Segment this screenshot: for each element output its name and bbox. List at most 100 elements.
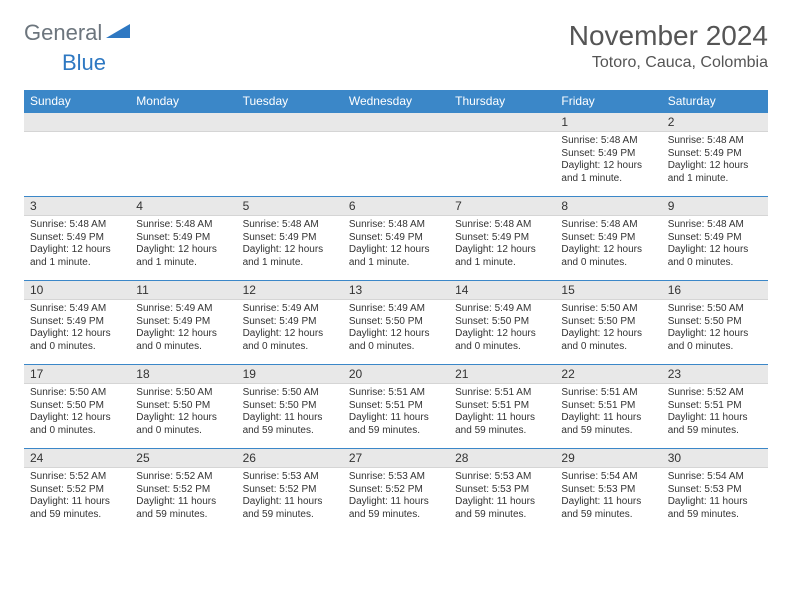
calendar-cell <box>24 113 130 197</box>
day-number: 3 <box>24 197 130 216</box>
calendar-cell: 22Sunrise: 5:51 AMSunset: 5:51 PMDayligh… <box>555 365 661 449</box>
day-header: Wednesday <box>343 90 449 113</box>
calendar-cell: 8Sunrise: 5:48 AMSunset: 5:49 PMDaylight… <box>555 197 661 281</box>
logo: General <box>24 20 132 46</box>
calendar-cell <box>343 113 449 197</box>
day-number: 27 <box>343 449 449 468</box>
day-details: Sunrise: 5:52 AMSunset: 5:51 PMDaylight:… <box>662 384 768 441</box>
calendar-week: 1Sunrise: 5:48 AMSunset: 5:49 PMDaylight… <box>24 113 768 197</box>
day-details: Sunrise: 5:48 AMSunset: 5:49 PMDaylight:… <box>449 216 555 273</box>
day-number: 7 <box>449 197 555 216</box>
calendar-cell: 5Sunrise: 5:48 AMSunset: 5:49 PMDaylight… <box>237 197 343 281</box>
day-details: Sunrise: 5:51 AMSunset: 5:51 PMDaylight:… <box>449 384 555 441</box>
day-details: Sunrise: 5:48 AMSunset: 5:49 PMDaylight:… <box>343 216 449 273</box>
calendar-cell: 20Sunrise: 5:51 AMSunset: 5:51 PMDayligh… <box>343 365 449 449</box>
day-details: Sunrise: 5:52 AMSunset: 5:52 PMDaylight:… <box>24 468 130 525</box>
day-number: 29 <box>555 449 661 468</box>
day-header: Friday <box>555 90 661 113</box>
day-header: Monday <box>130 90 236 113</box>
day-details: Sunrise: 5:53 AMSunset: 5:52 PMDaylight:… <box>343 468 449 525</box>
calendar-cell: 19Sunrise: 5:50 AMSunset: 5:50 PMDayligh… <box>237 365 343 449</box>
empty-day <box>24 113 130 132</box>
day-number: 28 <box>449 449 555 468</box>
day-details: Sunrise: 5:50 AMSunset: 5:50 PMDaylight:… <box>237 384 343 441</box>
calendar-cell: 23Sunrise: 5:52 AMSunset: 5:51 PMDayligh… <box>662 365 768 449</box>
day-details: Sunrise: 5:49 AMSunset: 5:49 PMDaylight:… <box>237 300 343 357</box>
empty-day <box>237 113 343 132</box>
calendar-cell: 12Sunrise: 5:49 AMSunset: 5:49 PMDayligh… <box>237 281 343 365</box>
calendar-cell: 17Sunrise: 5:50 AMSunset: 5:50 PMDayligh… <box>24 365 130 449</box>
calendar-cell: 2Sunrise: 5:48 AMSunset: 5:49 PMDaylight… <box>662 113 768 197</box>
day-number: 25 <box>130 449 236 468</box>
calendar-cell: 7Sunrise: 5:48 AMSunset: 5:49 PMDaylight… <box>449 197 555 281</box>
day-number: 1 <box>555 113 661 132</box>
day-details: Sunrise: 5:50 AMSunset: 5:50 PMDaylight:… <box>662 300 768 357</box>
day-details: Sunrise: 5:53 AMSunset: 5:52 PMDaylight:… <box>237 468 343 525</box>
day-number: 12 <box>237 281 343 300</box>
calendar-cell: 26Sunrise: 5:53 AMSunset: 5:52 PMDayligh… <box>237 449 343 533</box>
calendar-cell: 1Sunrise: 5:48 AMSunset: 5:49 PMDaylight… <box>555 113 661 197</box>
logo-word2: Blue <box>62 50 106 75</box>
calendar-cell: 9Sunrise: 5:48 AMSunset: 5:49 PMDaylight… <box>662 197 768 281</box>
day-number: 21 <box>449 365 555 384</box>
calendar-cell: 10Sunrise: 5:49 AMSunset: 5:49 PMDayligh… <box>24 281 130 365</box>
calendar-cell: 16Sunrise: 5:50 AMSunset: 5:50 PMDayligh… <box>662 281 768 365</box>
day-details: Sunrise: 5:49 AMSunset: 5:50 PMDaylight:… <box>449 300 555 357</box>
calendar-table: SundayMondayTuesdayWednesdayThursdayFrid… <box>24 90 768 533</box>
day-details: Sunrise: 5:48 AMSunset: 5:49 PMDaylight:… <box>24 216 130 273</box>
day-number: 8 <box>555 197 661 216</box>
day-details: Sunrise: 5:52 AMSunset: 5:52 PMDaylight:… <box>130 468 236 525</box>
day-header: Tuesday <box>237 90 343 113</box>
day-number: 6 <box>343 197 449 216</box>
day-number: 30 <box>662 449 768 468</box>
day-number: 19 <box>237 365 343 384</box>
calendar-cell <box>237 113 343 197</box>
day-number: 11 <box>130 281 236 300</box>
day-number: 17 <box>24 365 130 384</box>
empty-day <box>343 113 449 132</box>
calendar-cell: 28Sunrise: 5:53 AMSunset: 5:53 PMDayligh… <box>449 449 555 533</box>
day-details: Sunrise: 5:50 AMSunset: 5:50 PMDaylight:… <box>555 300 661 357</box>
day-header: Sunday <box>24 90 130 113</box>
calendar-cell: 15Sunrise: 5:50 AMSunset: 5:50 PMDayligh… <box>555 281 661 365</box>
calendar-cell: 29Sunrise: 5:54 AMSunset: 5:53 PMDayligh… <box>555 449 661 533</box>
day-number: 26 <box>237 449 343 468</box>
calendar-cell: 13Sunrise: 5:49 AMSunset: 5:50 PMDayligh… <box>343 281 449 365</box>
calendar-cell: 11Sunrise: 5:49 AMSunset: 5:49 PMDayligh… <box>130 281 236 365</box>
day-number: 20 <box>343 365 449 384</box>
day-number: 22 <box>555 365 661 384</box>
day-details: Sunrise: 5:54 AMSunset: 5:53 PMDaylight:… <box>555 468 661 525</box>
calendar-cell: 3Sunrise: 5:48 AMSunset: 5:49 PMDaylight… <box>24 197 130 281</box>
day-details: Sunrise: 5:48 AMSunset: 5:49 PMDaylight:… <box>237 216 343 273</box>
day-details: Sunrise: 5:49 AMSunset: 5:50 PMDaylight:… <box>343 300 449 357</box>
day-number: 2 <box>662 113 768 132</box>
day-details: Sunrise: 5:48 AMSunset: 5:49 PMDaylight:… <box>130 216 236 273</box>
day-details: Sunrise: 5:48 AMSunset: 5:49 PMDaylight:… <box>662 132 768 189</box>
day-details: Sunrise: 5:48 AMSunset: 5:49 PMDaylight:… <box>662 216 768 273</box>
day-number: 9 <box>662 197 768 216</box>
empty-day <box>449 113 555 132</box>
day-number: 15 <box>555 281 661 300</box>
calendar-cell: 25Sunrise: 5:52 AMSunset: 5:52 PMDayligh… <box>130 449 236 533</box>
day-details: Sunrise: 5:53 AMSunset: 5:53 PMDaylight:… <box>449 468 555 525</box>
calendar-week: 24Sunrise: 5:52 AMSunset: 5:52 PMDayligh… <box>24 449 768 533</box>
calendar-week: 17 Sunrise: 5:50 AMSunset: 5:50 PMDayligh… <box>24 365 768 449</box>
day-details: Sunrise: 5:54 AMSunset: 5:53 PMDaylight:… <box>662 468 768 525</box>
calendar-cell: 27Sunrise: 5:53 AMSunset: 5:52 PMDayligh… <box>343 449 449 533</box>
day-details: Sunrise: 5:49 AMSunset: 5:49 PMDaylight:… <box>130 300 236 357</box>
day-of-week-row: SundayMondayTuesdayWednesdayThursdayFrid… <box>24 90 768 113</box>
day-number: 18 <box>130 365 236 384</box>
calendar-cell: 24Sunrise: 5:52 AMSunset: 5:52 PMDayligh… <box>24 449 130 533</box>
day-number: 16 <box>662 281 768 300</box>
calendar-cell <box>130 113 236 197</box>
logo-word1: General <box>24 20 102 46</box>
calendar-body: 1Sunrise: 5:48 AMSunset: 5:49 PMDaylight… <box>24 113 768 533</box>
calendar-cell: 14Sunrise: 5:49 AMSunset: 5:50 PMDayligh… <box>449 281 555 365</box>
calendar-cell: 18Sunrise: 5:50 AMSunset: 5:50 PMDayligh… <box>130 365 236 449</box>
day-number: 23 <box>662 365 768 384</box>
day-number: 5 <box>237 197 343 216</box>
calendar-cell <box>449 113 555 197</box>
month-title: November 2024 <box>569 20 768 52</box>
day-details: Sunrise: 5:48 AMSunset: 5:49 PMDaylight:… <box>555 132 661 189</box>
calendar-cell: 30Sunrise: 5:54 AMSunset: 5:53 PMDayligh… <box>662 449 768 533</box>
